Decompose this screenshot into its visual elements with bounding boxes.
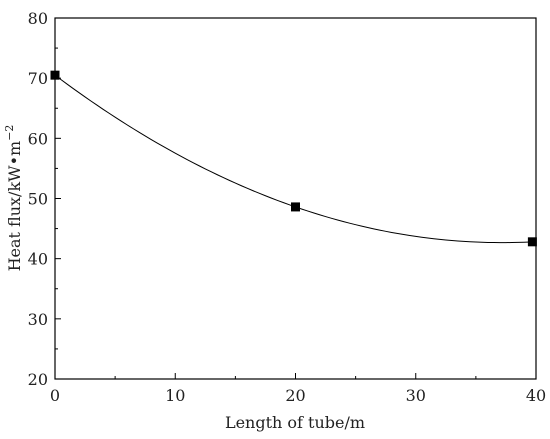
x-axis-ticks: 0 10 20 30 40 — [50, 373, 546, 405]
data-markers — [50, 70, 537, 247]
data-point — [291, 202, 300, 212]
y-axis-ticks: 20 30 40 50 60 70 80 — [28, 9, 61, 389]
fit-curve — [54, 74, 537, 244]
plot-frame — [54, 17, 537, 380]
y-tick-label: 60 — [28, 129, 48, 148]
y-tick-label: 70 — [28, 69, 48, 88]
x-tick-label: 0 — [50, 386, 60, 405]
x-tick-label: 10 — [165, 386, 185, 405]
y-tick-label: 40 — [28, 250, 48, 269]
y-tick-label: 80 — [28, 9, 48, 28]
y-axis-title-superscript: −2 — [3, 125, 16, 141]
y-tick-label: 50 — [28, 190, 48, 209]
x-tick-label: 40 — [526, 386, 546, 405]
y-axis-title-main: Heat flux/kW•m — [5, 141, 24, 272]
y-tick-label: 30 — [28, 310, 48, 329]
data-point — [50, 70, 60, 80]
x-axis-title: Length of tube/m — [225, 413, 365, 432]
y-axis-title: Heat flux/kW•m−2 — [3, 125, 24, 272]
x-tick-label: 20 — [285, 386, 305, 405]
y-tick-label: 20 — [28, 370, 48, 389]
x-tick-label: 30 — [406, 386, 426, 405]
data-point — [527, 237, 537, 247]
